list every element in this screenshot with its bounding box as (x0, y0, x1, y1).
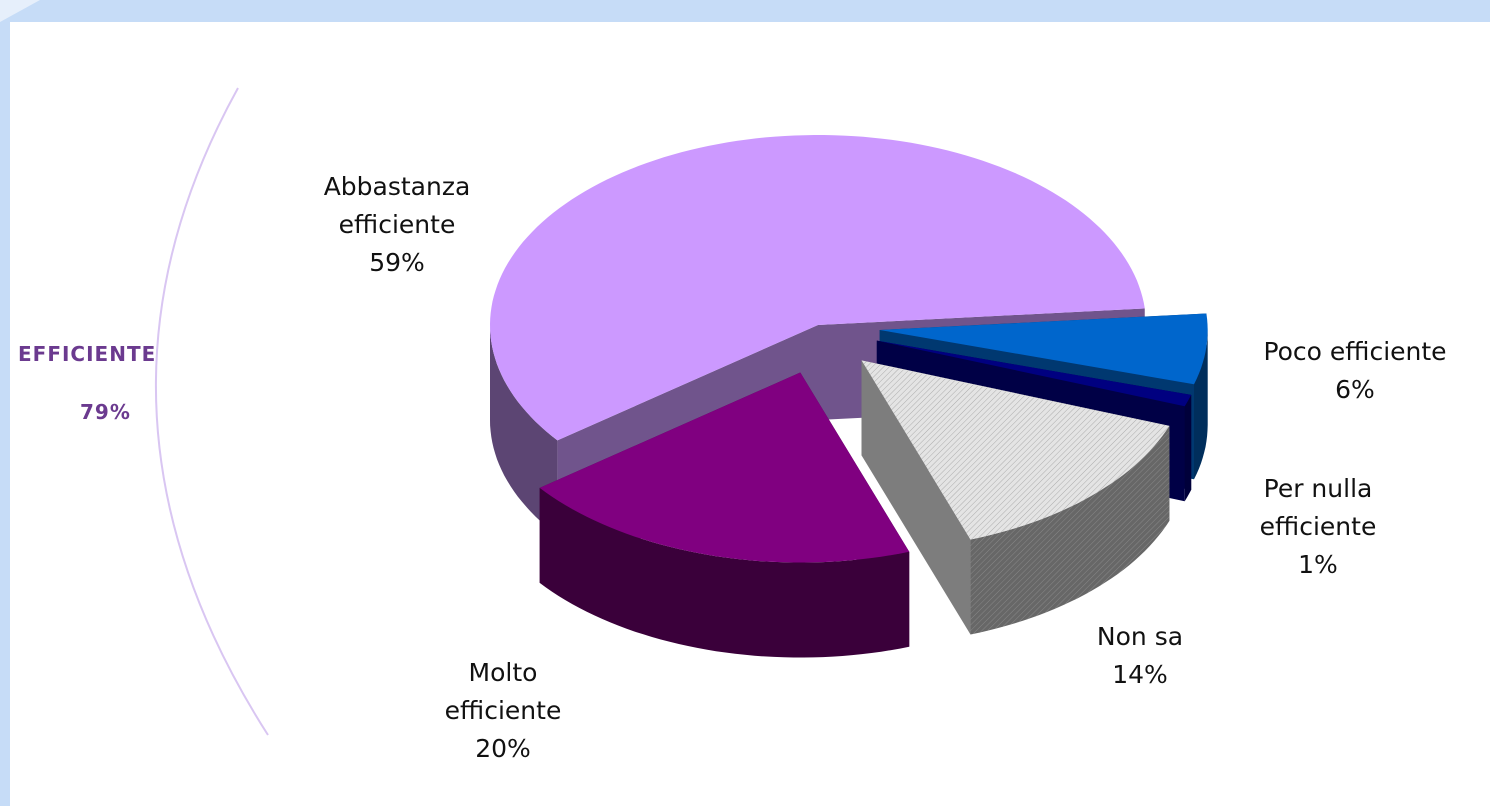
annotation-text: 79% (80, 400, 131, 424)
category-label: Per nulla efficiente (1259, 474, 1377, 541)
value-label: 14% (1112, 660, 1168, 689)
category-label: Non sa (1096, 622, 1184, 651)
slice (879, 313, 1208, 385)
slice (490, 135, 1145, 441)
slice-side (539, 487, 910, 658)
slice-label: Molto efficiente 20% (418, 654, 588, 768)
category-label: Molto efficiente (444, 658, 562, 725)
slice-side-hatch (970, 425, 1170, 635)
value-label: 20% (475, 734, 531, 763)
category-label: Poco efficiente (1263, 337, 1447, 366)
slice-label: Non sa 14% (1070, 618, 1210, 694)
category-label: Abbastanza efficiente (323, 172, 471, 239)
slice-side (1184, 394, 1192, 502)
value-label: 59% (369, 248, 425, 277)
slice (876, 340, 1192, 407)
slice-label: Poco efficiente 6% (1225, 333, 1485, 409)
bracket-arc (155, 87, 269, 736)
slice-label: Abbastanza efficiente 59% (287, 168, 507, 282)
slice-side (1194, 330, 1208, 480)
slice (539, 372, 910, 563)
value-label: 6% (1335, 375, 1375, 404)
value-label: 1% (1298, 550, 1338, 579)
slice-hatch (861, 360, 1170, 540)
slice-label: Per nulla efficiente 1% (1233, 470, 1403, 584)
slice-side (490, 325, 558, 536)
annotation-title: EFFICIENTE (18, 342, 157, 366)
frame-corner (0, 0, 40, 22)
slice-edge (861, 360, 971, 635)
